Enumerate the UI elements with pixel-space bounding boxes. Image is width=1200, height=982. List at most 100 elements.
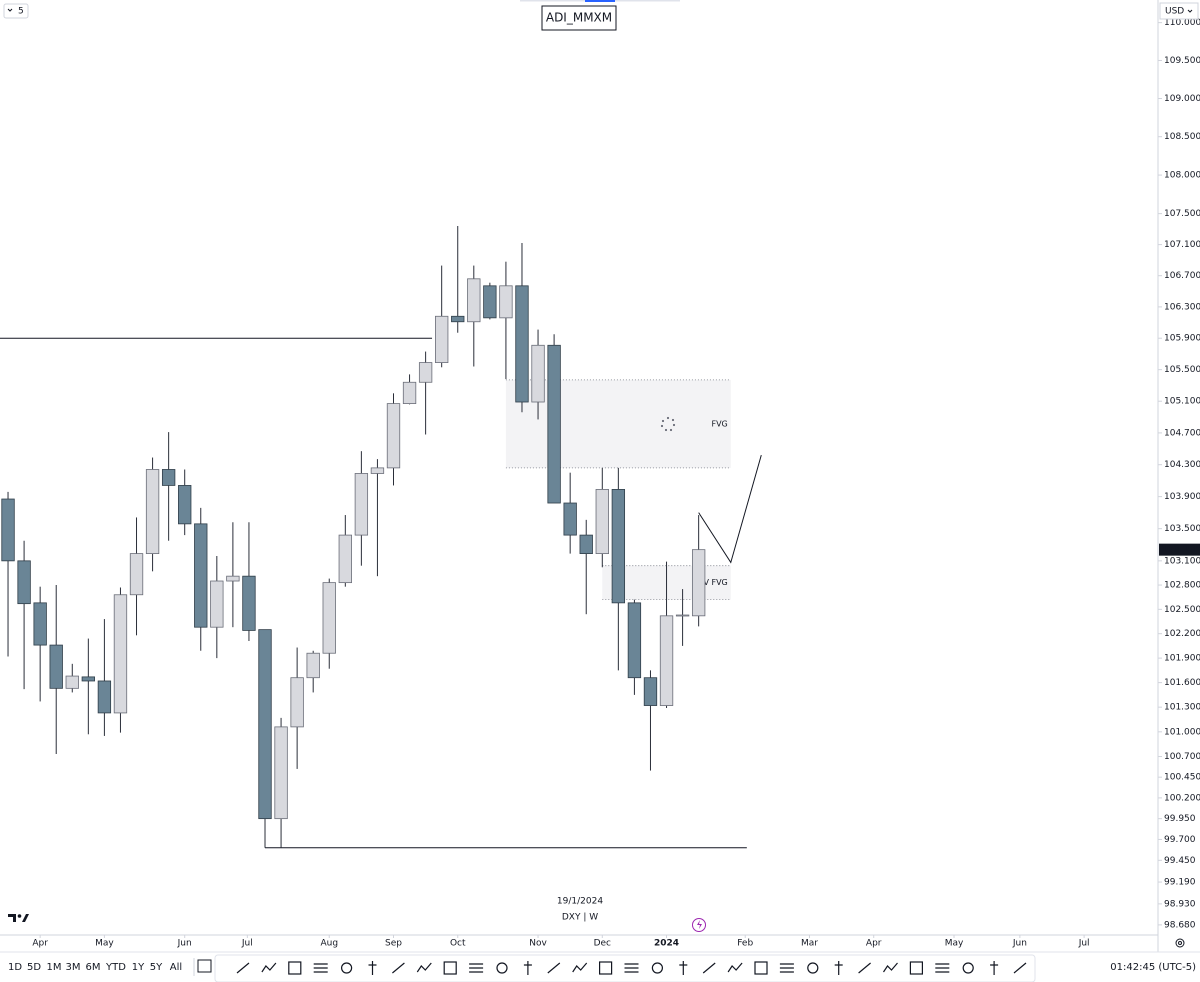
- candle-body: [65, 675, 79, 689]
- y-tick-label: 109.500: [1164, 56, 1200, 66]
- x-tick-label: Jun: [1012, 939, 1027, 949]
- tool-icon[interactable]: [679, 961, 688, 975]
- y-tick-label: 99.190: [1164, 878, 1196, 888]
- clock: 01:42:45 (UTC-5): [1110, 962, 1196, 973]
- x-tick-label: Jul: [1078, 939, 1090, 949]
- tool-icon[interactable]: [909, 961, 924, 975]
- fvg-label: FVG: [711, 419, 727, 428]
- tool-icon[interactable]: [598, 961, 613, 975]
- candle-body: [386, 403, 401, 469]
- top-bar-accent: [585, 0, 615, 2]
- range-button[interactable]: 1M: [47, 962, 62, 973]
- tool-icon[interactable]: [727, 962, 743, 973]
- tool-icon[interactable]: [313, 963, 328, 973]
- x-tick-label: May: [95, 939, 114, 949]
- candle-body: [418, 362, 433, 383]
- candle-body: [49, 644, 63, 689]
- x-tick-label: Jul: [241, 939, 253, 949]
- y-tick-label: 99.700: [1164, 835, 1196, 845]
- alert-icon[interactable]: [692, 918, 706, 932]
- tool-icon[interactable]: [416, 962, 432, 973]
- y-tick-label: 103.100: [1164, 556, 1200, 566]
- candle-body: [258, 629, 272, 820]
- candle-body: [17, 560, 31, 605]
- candle-body: [290, 677, 304, 728]
- y-tick-label: 101.600: [1164, 678, 1200, 688]
- tool-icon[interactable]: [496, 962, 508, 974]
- tool-icon[interactable]: [392, 962, 405, 974]
- date-range-icon[interactable]: [197, 959, 212, 973]
- y-tick-label: 100.450: [1164, 773, 1200, 783]
- x-tick-label: Mar: [801, 939, 818, 949]
- candle-body: [451, 315, 465, 323]
- x-tick-label: 2024: [654, 939, 679, 949]
- tool-icon[interactable]: [858, 962, 871, 974]
- y-tick-label: 105.900: [1164, 334, 1200, 344]
- x-tick-label: Nov: [529, 939, 547, 949]
- loading-spinner: [660, 416, 676, 432]
- tool-icon[interactable]: [572, 962, 588, 973]
- range-button[interactable]: 5Y: [150, 962, 163, 973]
- drawing-tools: [236, 961, 1027, 975]
- y-tick-label: 100.700: [1164, 752, 1200, 762]
- range-button[interactable]: 3M: [66, 962, 81, 973]
- candle-body: [627, 602, 642, 679]
- y-tick-label: 106.300: [1164, 302, 1200, 312]
- x-tick-label: Apr: [32, 939, 48, 949]
- tool-icon[interactable]: [469, 963, 484, 973]
- currency-button[interactable]: [1159, 2, 1199, 20]
- tool-icon[interactable]: [443, 961, 457, 975]
- tool-icon[interactable]: [779, 963, 794, 973]
- candle-body: [547, 344, 561, 504]
- y-tick-label: 105.500: [1164, 365, 1200, 375]
- tool-icon[interactable]: [261, 962, 277, 973]
- interval-button[interactable]: [3, 3, 29, 19]
- tool-icon[interactable]: [651, 962, 664, 974]
- tool-icon[interactable]: [935, 963, 950, 973]
- tool-icon[interactable]: [523, 961, 532, 975]
- tool-icon[interactable]: [702, 962, 716, 974]
- tool-icon[interactable]: [368, 961, 377, 975]
- tool-icon[interactable]: [962, 962, 974, 974]
- tool-icon[interactable]: [807, 962, 819, 974]
- plot-area: FVG INV FVG: [0, 226, 762, 849]
- candle-body: [338, 534, 352, 584]
- candle-body: [97, 680, 112, 714]
- y-tick-label: 101.000: [1164, 727, 1200, 737]
- y-tick-label: 100.200: [1164, 793, 1200, 803]
- y-tick-label: 108.500: [1164, 132, 1200, 142]
- range-button[interactable]: YTD: [105, 962, 126, 973]
- candle-body: [595, 489, 609, 554]
- tool-icon[interactable]: [834, 961, 843, 975]
- tool-icon[interactable]: [236, 962, 250, 974]
- candle-body: [370, 467, 385, 474]
- range-button[interactable]: 1Y: [132, 962, 145, 973]
- projection-path: [698, 455, 762, 564]
- y-tick-label: 102.200: [1164, 629, 1200, 639]
- tool-icon[interactable]: [1013, 962, 1027, 974]
- interval-label: 5: [18, 7, 24, 17]
- range-button[interactable]: 6M: [86, 962, 101, 973]
- tool-icon[interactable]: [341, 962, 353, 974]
- tool-icon[interactable]: [990, 961, 999, 975]
- fvg-label: INV FVG: [695, 578, 728, 587]
- y-tick-label: 110.000: [1164, 18, 1200, 28]
- range-button[interactable]: 5D: [27, 962, 41, 973]
- y-tick-label: 107.100: [1164, 240, 1200, 250]
- range-button[interactable]: All: [170, 962, 182, 973]
- y-tick-label: 106.700: [1164, 271, 1200, 281]
- tool-icon[interactable]: [288, 961, 302, 975]
- x-tick-label: Sep: [385, 939, 402, 949]
- settings-icon[interactable]: [1175, 938, 1185, 948]
- range-button[interactable]: 1D: [8, 962, 22, 973]
- chevron-icon: [7, 8, 13, 12]
- tool-icon[interactable]: [547, 962, 561, 974]
- candle-body: [33, 602, 47, 646]
- x-tick-label: Dec: [594, 939, 611, 949]
- candle-body: [675, 614, 690, 617]
- y-tick-label: 104.700: [1164, 428, 1200, 438]
- tool-icon[interactable]: [624, 963, 639, 973]
- x-tick-label: Feb: [737, 939, 753, 949]
- tool-icon[interactable]: [883, 962, 898, 973]
- tool-icon[interactable]: [754, 961, 768, 975]
